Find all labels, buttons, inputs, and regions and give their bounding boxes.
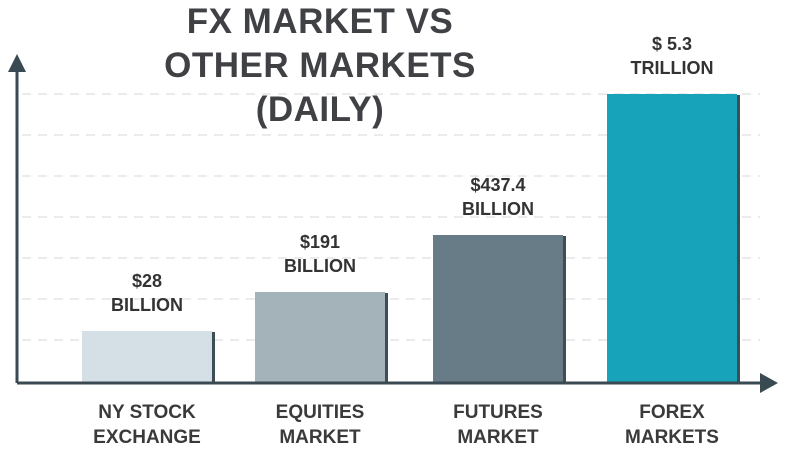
value-label-0-1: BILLION xyxy=(111,295,183,315)
category-label-3-1: MARKETS xyxy=(625,427,719,448)
category-label-0-1: EXCHANGE xyxy=(93,427,201,448)
bar-shadow-1 xyxy=(384,293,388,383)
bar-3 xyxy=(607,94,737,383)
bar-2 xyxy=(433,235,563,383)
bar-0 xyxy=(82,331,212,383)
bar-shadow-3 xyxy=(736,95,740,383)
category-label-3-0: FOREX xyxy=(639,402,705,423)
chart-title-line-1: FX MARKET VS xyxy=(186,2,454,41)
category-label-0-0: NY STOCK xyxy=(98,402,196,423)
value-label-1-0: $191 xyxy=(300,232,340,252)
value-label-3-1: TRILLION xyxy=(631,58,714,78)
chart-title-line-3: (DAILY) xyxy=(255,90,385,129)
value-label-1-1: BILLION xyxy=(284,256,356,276)
value-label-2-0: $437.4 xyxy=(470,175,525,195)
bar-1 xyxy=(255,292,385,383)
y-axis-arrow xyxy=(8,54,26,72)
category-label-2-0: FUTURES xyxy=(453,402,543,423)
x-axis-arrow xyxy=(760,373,778,393)
value-label-0-0: $28 xyxy=(132,271,162,291)
bar-shadow-0 xyxy=(211,332,215,383)
category-label-1-1: MARKET xyxy=(279,427,361,448)
chart-title-line-2: OTHER MARKETS xyxy=(164,46,476,85)
value-label-3-0: $ 5.3 xyxy=(652,34,692,54)
category-label-1-0: EQUITIES xyxy=(276,402,365,423)
value-label-2-1: BILLION xyxy=(462,199,534,219)
bar-shadow-2 xyxy=(562,236,566,383)
category-label-2-1: MARKET xyxy=(457,427,539,448)
